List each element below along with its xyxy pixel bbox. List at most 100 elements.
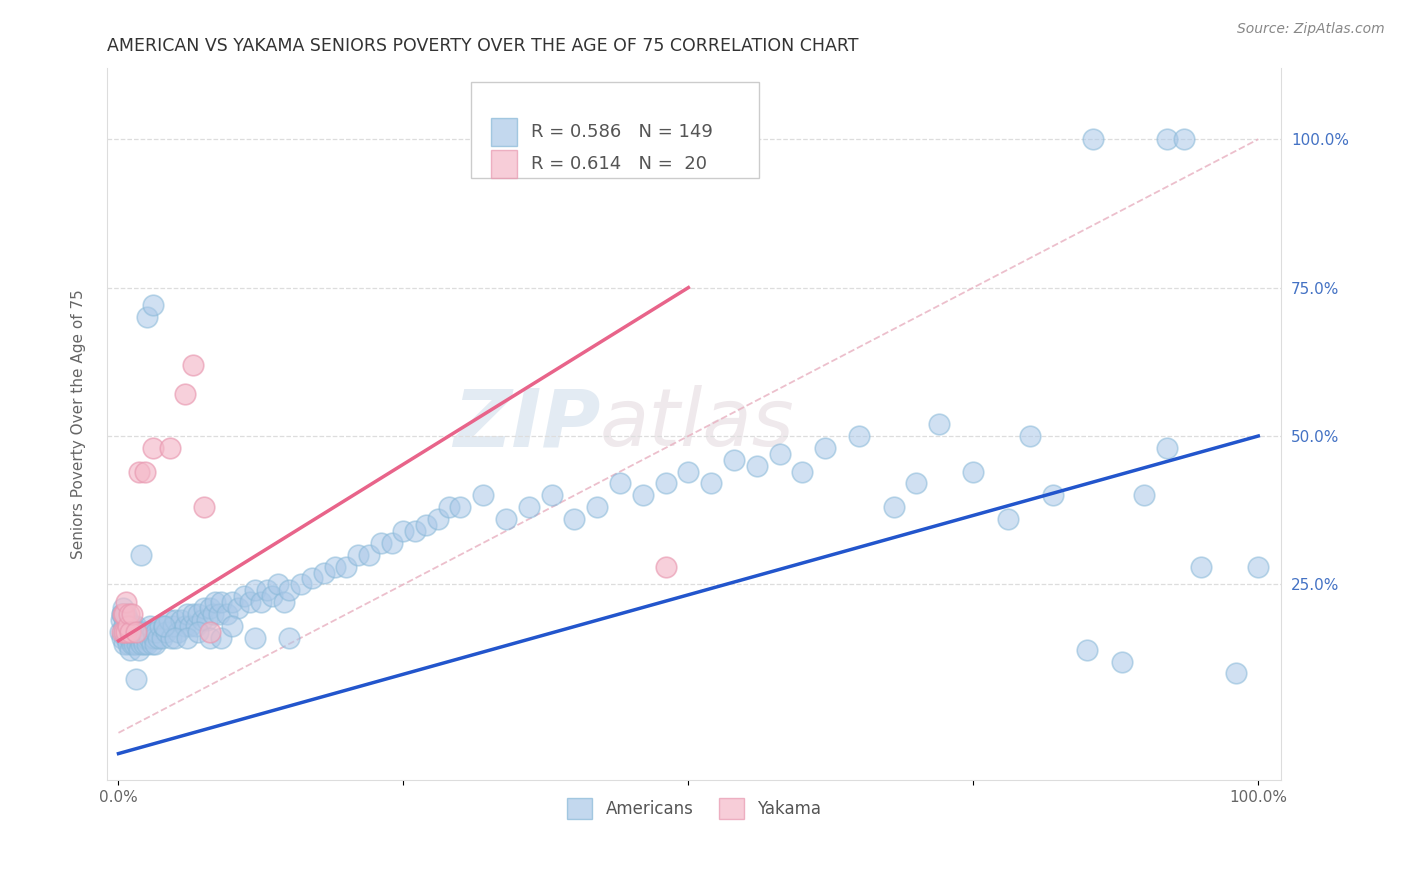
Point — [267, 577, 290, 591]
Point — [347, 548, 370, 562]
Point — [1019, 429, 1042, 443]
Point — [127, 631, 149, 645]
Point — [111, 607, 134, 621]
Point — [148, 631, 170, 645]
Point — [112, 619, 135, 633]
Point — [176, 607, 198, 621]
Point — [112, 624, 135, 639]
Point — [181, 607, 204, 621]
Point — [768, 447, 790, 461]
Point — [124, 619, 146, 633]
Point — [115, 624, 138, 639]
Point — [883, 500, 905, 515]
Point — [198, 631, 221, 645]
Point — [155, 624, 177, 639]
Point — [173, 619, 195, 633]
Point — [165, 613, 187, 627]
Point — [145, 624, 167, 639]
Point — [136, 624, 159, 639]
Point — [495, 512, 517, 526]
Point — [122, 619, 145, 633]
Point — [654, 476, 676, 491]
Point — [962, 465, 984, 479]
Point — [112, 607, 135, 621]
Point — [120, 619, 142, 633]
Point — [132, 637, 155, 651]
Point — [1247, 559, 1270, 574]
Point — [415, 518, 437, 533]
Point — [115, 595, 138, 609]
Text: Source: ZipAtlas.com: Source: ZipAtlas.com — [1237, 22, 1385, 37]
Point — [114, 613, 136, 627]
Point — [108, 624, 131, 639]
Point — [1081, 132, 1104, 146]
Point — [159, 441, 181, 455]
Bar — [491, 118, 517, 146]
Point — [290, 577, 312, 591]
Point — [631, 488, 654, 502]
Point — [187, 607, 209, 621]
Point — [232, 589, 254, 603]
Point — [359, 548, 381, 562]
Point — [278, 583, 301, 598]
Point — [184, 619, 207, 633]
Point — [1156, 132, 1178, 146]
Point — [118, 624, 141, 639]
Point — [221, 595, 243, 609]
Point — [472, 488, 495, 502]
Point — [148, 619, 170, 633]
Point — [112, 624, 135, 639]
Point — [193, 601, 215, 615]
Point — [1189, 559, 1212, 574]
Point — [814, 441, 837, 455]
Point — [678, 465, 700, 479]
Point — [1173, 132, 1195, 146]
Point — [110, 613, 132, 627]
Point — [723, 452, 745, 467]
Point — [162, 619, 184, 633]
Point — [215, 607, 238, 621]
Point — [273, 595, 295, 609]
Point — [165, 631, 187, 645]
Point — [905, 476, 928, 491]
Point — [136, 637, 159, 651]
Point — [134, 465, 156, 479]
Point — [392, 524, 415, 538]
Point — [118, 624, 141, 639]
Point — [540, 488, 562, 502]
Point — [187, 624, 209, 639]
Point — [142, 441, 165, 455]
Point — [131, 631, 153, 645]
Point — [586, 500, 609, 515]
Point — [136, 310, 159, 325]
Point — [190, 613, 212, 627]
Point — [125, 624, 148, 639]
Point — [426, 512, 449, 526]
Point — [128, 642, 150, 657]
Point — [124, 637, 146, 651]
Point — [112, 607, 135, 621]
Point — [1111, 655, 1133, 669]
Point — [609, 476, 631, 491]
Point — [128, 624, 150, 639]
Point — [1076, 642, 1098, 657]
Text: AMERICAN VS YAKAMA SENIORS POVERTY OVER THE AGE OF 75 CORRELATION CHART: AMERICAN VS YAKAMA SENIORS POVERTY OVER … — [107, 37, 859, 55]
Point — [1042, 488, 1064, 502]
Point — [221, 619, 243, 633]
Point — [122, 631, 145, 645]
Point — [928, 417, 950, 431]
Point — [112, 607, 135, 621]
Point — [278, 631, 301, 645]
Point — [129, 637, 152, 651]
Point — [335, 559, 357, 574]
Point — [117, 613, 139, 627]
Point — [173, 387, 195, 401]
Point — [115, 631, 138, 645]
Point — [112, 637, 135, 651]
Point — [134, 624, 156, 639]
Point — [129, 631, 152, 645]
Point — [245, 583, 267, 598]
Point — [181, 358, 204, 372]
Point — [323, 559, 346, 574]
Point — [117, 637, 139, 651]
